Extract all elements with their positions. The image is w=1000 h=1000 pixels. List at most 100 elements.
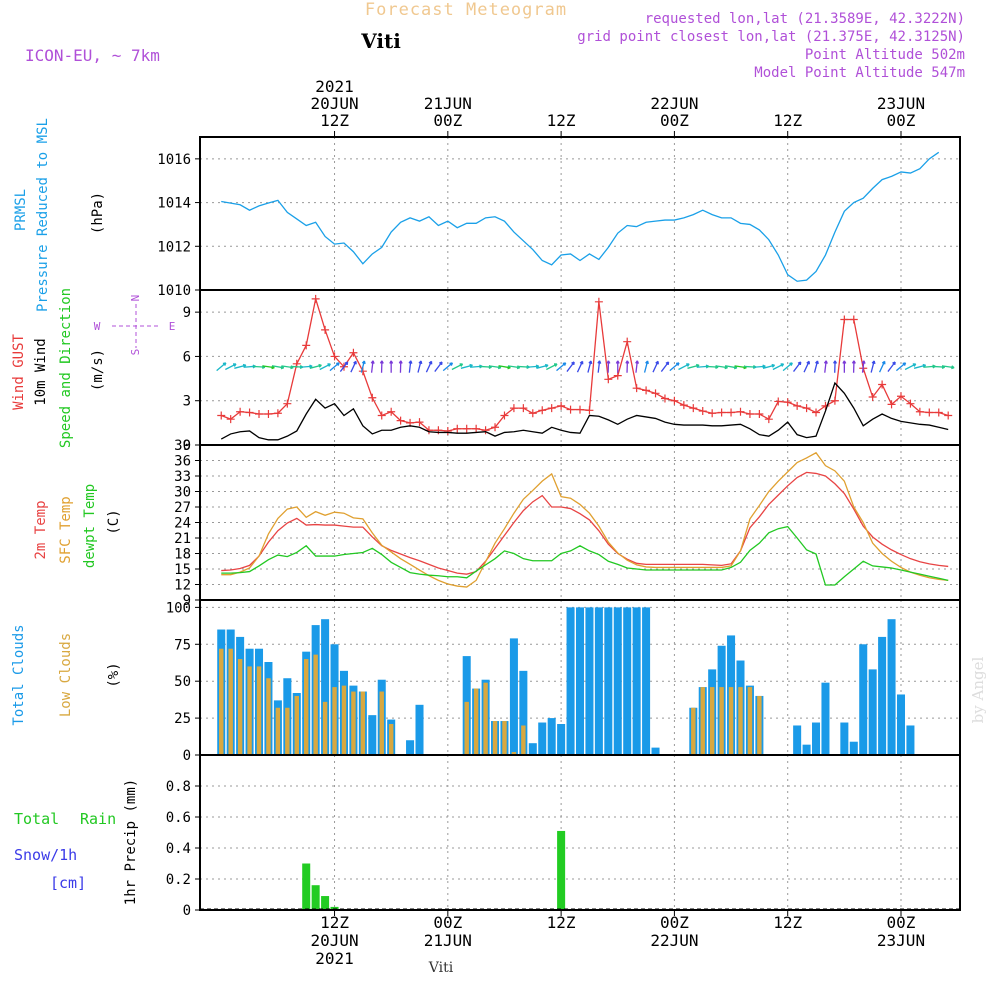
wind-arrow <box>370 360 375 373</box>
gust-marker <box>812 408 821 417</box>
wind-arrow <box>350 360 357 373</box>
bar-total-clouds <box>528 743 537 755</box>
bar-low-clouds <box>747 687 753 755</box>
gust-marker <box>774 397 783 406</box>
gust-marker <box>783 398 792 407</box>
wind-arrow <box>587 360 593 373</box>
bar-total-rain <box>311 885 320 910</box>
bar-low-clouds <box>266 678 271 755</box>
y-tick-label: 33 <box>174 469 191 485</box>
bar-low-clouds <box>738 687 743 755</box>
y-tick-label: 100 <box>166 600 191 616</box>
wind10-label: 10m Wind <box>33 338 49 405</box>
meteogram-title: Forecast Meteogram <box>365 0 567 20</box>
bar-low-clouds <box>247 666 252 755</box>
gust-marker <box>868 393 877 402</box>
wind-arrow <box>678 363 690 371</box>
wind-arrow <box>887 361 896 372</box>
y-tick-label: 27 <box>174 500 191 516</box>
requested-coords: requested lon,lat (21.3589E, 42.3222N) <box>645 11 965 27</box>
bar-low-clouds <box>757 695 762 755</box>
y-tick-label: 1016 <box>157 152 191 168</box>
bar-low-clouds <box>275 707 281 755</box>
wind-arrow <box>300 364 313 369</box>
top-time-label: 00Z <box>660 111 689 130</box>
compass-s-label: S <box>129 349 142 356</box>
bar-low-clouds <box>511 752 517 755</box>
y-tick-label: 9 <box>183 593 191 609</box>
tcc-label: Total Clouds <box>11 624 27 725</box>
compass-w-label: W <box>94 320 101 333</box>
location-title: Viti <box>360 29 401 53</box>
bar-total-clouds <box>623 607 632 755</box>
gust-marker <box>887 400 896 409</box>
wind-arrow <box>451 363 464 371</box>
bar-low-clouds <box>473 688 479 755</box>
model-label: ICON-EU, ~ 7km <box>25 46 160 65</box>
gust-marker <box>396 416 405 425</box>
wind-arrow <box>329 362 340 372</box>
bar-total-clouds <box>415 704 424 755</box>
top-time-label: 00Z <box>887 111 916 130</box>
bar-total-clouds <box>651 747 660 755</box>
top-date-label: 23JUN <box>877 94 925 113</box>
y-tick-label: 30 <box>174 485 191 501</box>
rain-total-label: Total <box>14 810 59 828</box>
wind-arrow <box>878 360 886 373</box>
y-tick-label: 39 <box>174 438 191 454</box>
gust-marker <box>896 392 905 401</box>
top-date-label: 22JUN <box>650 94 698 113</box>
gust-marker <box>321 325 330 334</box>
y-tick-label: 50 <box>174 674 191 690</box>
gust-marker <box>311 294 320 303</box>
gust-marker <box>453 424 462 433</box>
gust-marker <box>302 341 311 350</box>
bar-low-clouds <box>294 695 299 755</box>
wind-arrow <box>216 362 227 372</box>
bar-low-clouds <box>219 648 224 755</box>
bar-low-clouds <box>492 721 498 755</box>
bar-total-clouds <box>509 638 518 755</box>
bottom-date-label: 20JUN <box>310 931 358 950</box>
wind-arrow <box>803 360 810 373</box>
wind-arrow <box>442 362 454 372</box>
bar-total-clouds <box>585 607 594 755</box>
bar-low-clouds <box>700 687 705 755</box>
wind-arrow <box>408 360 413 373</box>
gust-marker <box>462 424 471 433</box>
gust-marker <box>878 380 887 389</box>
bar-total-clouds <box>859 644 868 755</box>
gust-marker <box>793 401 802 410</box>
bar-total-clouds <box>406 740 415 755</box>
cloud-unit: (%) <box>106 662 122 687</box>
bar-low-clouds <box>728 687 734 755</box>
bar-low-clouds <box>502 721 507 755</box>
wind-arrow <box>793 361 802 372</box>
gust-marker <box>840 315 849 324</box>
gust-marker <box>264 410 273 418</box>
wind-arrow <box>339 361 349 372</box>
bar-low-clouds <box>379 691 384 755</box>
wind-arrow <box>576 360 584 373</box>
bar-low-clouds <box>332 687 337 755</box>
bottom-time-label: 12Z <box>547 913 576 932</box>
gust-label: Wind GUST <box>11 334 27 410</box>
gust-marker <box>538 406 547 415</box>
bar-total-clouds <box>557 724 566 755</box>
bottom-time-label: 00Z <box>433 913 462 932</box>
rain-rain-label: Rain <box>80 810 116 828</box>
wind-arrow <box>753 364 766 369</box>
y-tick-label: 12 <box>174 578 191 594</box>
wind-arrow <box>625 360 630 373</box>
y-tick-label: 9 <box>183 305 191 321</box>
wind-arrow <box>904 363 917 371</box>
gust-marker <box>736 407 745 416</box>
gust-marker <box>217 411 226 420</box>
y-tick-label: 24 <box>174 516 191 532</box>
wind-arrow <box>225 363 237 371</box>
lcc-label: Low Clouds <box>58 633 74 717</box>
bar-total-clouds <box>642 607 651 755</box>
panel-frame <box>199 136 961 291</box>
bar-total-rain <box>557 830 566 910</box>
gust-marker <box>651 389 660 398</box>
